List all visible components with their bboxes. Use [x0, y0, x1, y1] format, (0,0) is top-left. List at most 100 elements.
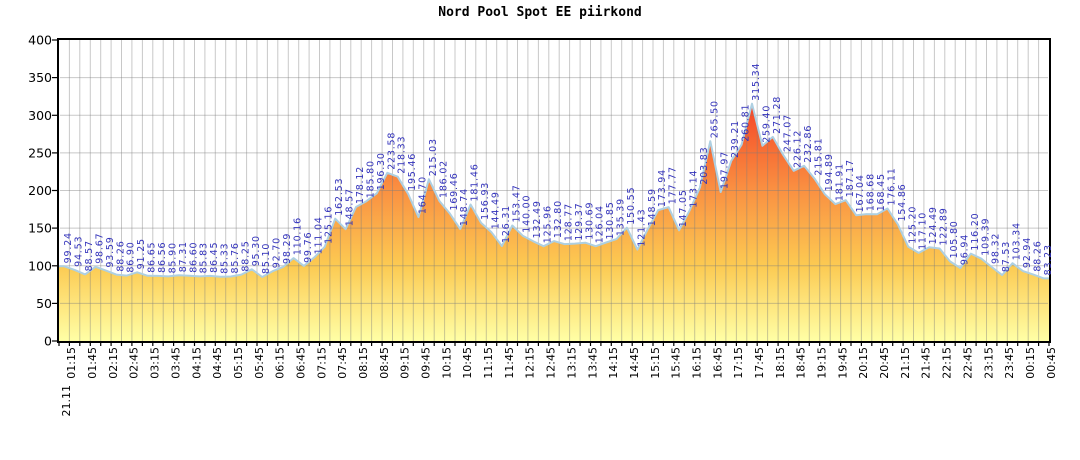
value-label: 86.56	[157, 242, 168, 273]
value-label: 98.67	[95, 233, 106, 264]
svg-text:19:45: 19:45	[836, 347, 849, 379]
svg-text:23:45: 23:45	[1003, 347, 1016, 379]
value-label: 178.12	[355, 166, 366, 204]
value-label: 147.05	[678, 189, 689, 227]
svg-text:21:15: 21:15	[899, 347, 912, 379]
svg-text:21.11: 21.11	[60, 385, 73, 417]
value-label: 247.07	[782, 114, 793, 152]
value-label: 99.24	[63, 232, 74, 263]
value-label: 140.00	[522, 195, 533, 233]
value-label: 265.50	[709, 100, 720, 138]
svg-text:21:45: 21:45	[920, 347, 933, 379]
value-label: 85.83	[199, 242, 210, 273]
value-label: 99.76	[303, 232, 314, 263]
value-label: 154.86	[897, 183, 908, 221]
svg-text:02:45: 02:45	[128, 347, 141, 379]
value-label: 186.02	[438, 160, 449, 198]
value-label: 92.70	[272, 237, 283, 268]
value-label: 116.20	[970, 213, 981, 251]
value-label: 132.49	[532, 200, 543, 238]
value-label: 167.04	[855, 174, 866, 212]
axis-ticks	[52, 39, 1050, 346]
value-label: 232.86	[803, 125, 814, 163]
value-label: 86.90	[126, 241, 137, 272]
value-label: 173.94	[657, 169, 668, 207]
value-label: 91.25	[136, 238, 147, 269]
value-label: 125.20	[907, 206, 918, 244]
value-label: 98.29	[282, 233, 293, 264]
svg-text:12:45: 12:45	[545, 347, 558, 379]
value-label: 92.94	[1022, 237, 1033, 268]
value-label: 315.34	[751, 63, 762, 101]
value-label: 87.53	[1001, 241, 1012, 272]
svg-text:13:15: 13:15	[565, 347, 578, 379]
value-label: 197.97	[720, 151, 731, 189]
value-label: 126.04	[595, 205, 606, 243]
value-label: 85.90	[167, 242, 178, 273]
svg-text:11:45: 11:45	[503, 347, 516, 379]
value-label: 239.21	[730, 120, 741, 158]
value-label: 85.33	[220, 243, 231, 274]
svg-text:13:45: 13:45	[586, 347, 599, 379]
value-label: 105.80	[949, 220, 960, 258]
svg-text:00:45: 00:45	[1045, 347, 1058, 379]
value-label: 194.89	[824, 153, 835, 191]
value-label: 144.49	[491, 191, 502, 229]
svg-text:14:15: 14:15	[607, 347, 620, 379]
value-label: 88.26	[1032, 240, 1043, 271]
value-label: 148.57	[345, 188, 356, 226]
svg-text:07:15: 07:15	[315, 347, 328, 379]
svg-text:07:45: 07:45	[336, 347, 349, 379]
value-label: 88.57	[84, 240, 95, 271]
value-label: 121.43	[636, 209, 647, 247]
svg-text:17:45: 17:45	[753, 347, 766, 379]
value-label: 148.74	[459, 188, 470, 226]
value-label: 168.68	[866, 173, 877, 211]
value-label: 187.17	[845, 159, 856, 197]
chart-title: Nord Pool Spot EE piirkond	[438, 5, 642, 20]
x-axis-labels: 01:15 21.11 01:45 02:15 02:45 03:15 03:45 04:15…	[60, 347, 1058, 417]
value-label: 125.16	[324, 206, 335, 244]
svg-text:05:45: 05:45	[253, 347, 266, 379]
svg-text:16:15: 16:15	[691, 347, 704, 379]
svg-text:15:15: 15:15	[649, 347, 662, 379]
area-fill	[59, 103, 1049, 341]
value-label: 128.77	[563, 203, 574, 241]
value-label: 218.33	[397, 136, 408, 174]
value-label: 122.89	[939, 207, 950, 245]
value-label: 196.30	[376, 152, 387, 190]
value-label: 176.11	[887, 167, 898, 205]
svg-text:20:15: 20:15	[857, 347, 870, 379]
svg-text:400: 400	[28, 33, 52, 48]
value-label: 93.59	[105, 236, 116, 267]
value-label: 203.83	[699, 147, 710, 185]
svg-text:18:45: 18:45	[795, 347, 808, 379]
value-label: 87.31	[178, 241, 189, 272]
svg-text:100: 100	[28, 258, 52, 273]
svg-text:03:45: 03:45	[169, 347, 182, 379]
value-label: 215.03	[428, 138, 439, 176]
value-label: 181.46	[470, 163, 481, 201]
value-label: 168.45	[876, 173, 887, 211]
value-label: 130.69	[584, 202, 595, 240]
y-axis-labels: 0 50 100 150 200 250 300 350 400	[28, 33, 52, 349]
svg-text:15:45: 15:45	[670, 347, 683, 379]
value-label: 86.60	[188, 242, 199, 273]
value-label: 150.55	[626, 187, 637, 225]
svg-text:02:15: 02:15	[107, 347, 120, 379]
svg-text:250: 250	[28, 145, 52, 160]
value-label: 86.45	[209, 242, 220, 273]
value-labels: 99.24 94.53 88.57 98.67 93.59 88.26 86.90 91.25…	[63, 63, 1054, 276]
value-label: 88.25	[240, 240, 251, 271]
value-label: 96.94	[959, 234, 970, 265]
value-label: 85.76	[230, 242, 241, 273]
value-label: 173.14	[689, 170, 700, 208]
svg-text:200: 200	[28, 183, 52, 198]
value-label: 129.37	[574, 203, 585, 241]
value-label: 86.65	[147, 242, 158, 273]
svg-text:04:45: 04:45	[211, 347, 224, 379]
value-label: 130.85	[605, 201, 616, 239]
value-label: 181.91	[834, 163, 845, 201]
